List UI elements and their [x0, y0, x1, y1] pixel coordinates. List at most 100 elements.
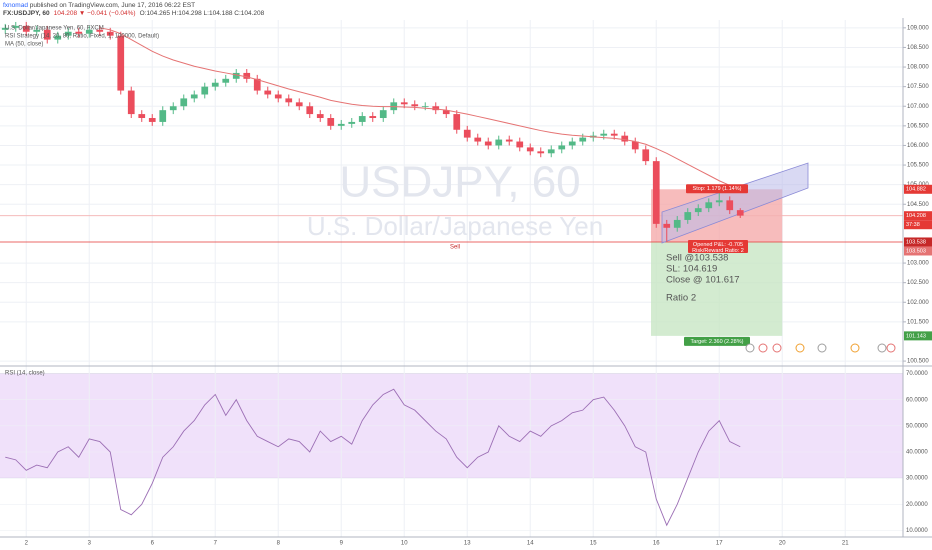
candle-body — [232, 72, 240, 79]
candle-body — [1, 27, 9, 30]
candle-body — [316, 114, 324, 119]
position-label-box — [688, 239, 748, 253]
event-icon — [850, 343, 860, 353]
candle-body — [201, 86, 209, 95]
ma-legend: MA (50, close) — [5, 42, 43, 48]
candle-body — [495, 139, 503, 146]
y-tick-label: 109.000 — [907, 25, 929, 31]
symbol-line: FX:USDJPY, 60 104.208 ▼ −0.041 (−0.04%) O:… — [3, 10, 265, 17]
position-label: Stop: 1.179 (1.14%) — [693, 186, 742, 192]
candle-body — [337, 123, 345, 126]
event-icon — [795, 343, 805, 353]
position-note: Sell @103.538 — [666, 253, 728, 264]
candle-body — [243, 72, 251, 79]
candle-body — [106, 31, 114, 36]
candle-body — [694, 208, 702, 213]
x-tick-label: 16 — [653, 541, 660, 547]
chart-title: U.S. Dollar/Japanese Yen, 60, FXCM — [5, 26, 104, 32]
candle-body — [558, 145, 566, 150]
position-note: Ratio 2 — [666, 293, 696, 304]
y-tick-label: 30.0000 — [906, 476, 928, 482]
y-tick-label: 50.0000 — [906, 423, 928, 429]
price-marker-label: 104.208 — [906, 213, 926, 219]
candle-body — [411, 104, 419, 107]
y-tick-label: 105.500 — [907, 163, 929, 169]
grid — [0, 20, 903, 537]
candle-body — [663, 223, 671, 228]
x-tick-label: 3 — [88, 541, 92, 547]
y-tick-label: 101.500 — [907, 319, 929, 325]
event-icon — [758, 343, 768, 353]
position-label-box — [684, 336, 750, 346]
x-tick-label: 21 — [842, 541, 849, 547]
event-icon — [817, 343, 827, 353]
x-tick-label: 2 — [25, 541, 29, 547]
y-tick-label: 107.500 — [907, 84, 929, 90]
y-tick-label: 60.0000 — [906, 397, 928, 403]
watermark: USDJPY, 60 — [339, 158, 580, 207]
candle-body — [138, 114, 146, 119]
candle-body — [705, 202, 713, 209]
candle-body — [169, 106, 177, 111]
candle-body — [610, 133, 618, 136]
candle-body — [547, 149, 555, 154]
price-marker — [904, 237, 932, 247]
candle-body — [474, 137, 482, 142]
publish-line: fxnomad published on TradingView.com, Ju… — [3, 2, 195, 9]
candle-body — [264, 90, 272, 95]
candle-body — [85, 29, 93, 34]
candle-body — [379, 110, 387, 119]
x-tick-label: 13 — [464, 541, 471, 547]
candle-body — [684, 212, 692, 220]
y-tick-label: 108.000 — [907, 65, 929, 71]
published: published on TradingView.com, June 17, 2… — [28, 2, 195, 9]
countdown-box — [904, 220, 932, 230]
candle-body — [516, 141, 524, 148]
y-tick-label: 20.0000 — [906, 502, 928, 508]
candle-body — [148, 118, 156, 122]
candle-body — [127, 90, 135, 115]
marks: Stop: 1.179 (1.14%) Opened P&L: -0.705Ris… — [1, 21, 750, 527]
candle-body — [621, 135, 629, 142]
axes: 2 3 6 7 8 9 10 13 14 15 16 17 20 21 109.000 108.500 108.… — [25, 25, 932, 547]
candle-body — [631, 141, 639, 150]
price-marker-label: 101.143 — [906, 333, 926, 339]
candle-body — [652, 161, 660, 224]
x-tick-label: 20 — [779, 541, 786, 547]
candle-body — [96, 29, 104, 32]
y-tick-label: 100.500 — [907, 359, 929, 365]
price-marker-label: 103.503 — [906, 248, 926, 254]
candle-body — [600, 133, 608, 136]
target-zone — [651, 241, 783, 336]
candle-body — [348, 121, 356, 124]
event-icons — [745, 343, 896, 353]
author: fxnomad — [3, 2, 28, 9]
position-label: Risk/Reward Ratio: 2 — [692, 248, 744, 254]
candle-body — [12, 25, 20, 28]
y-tick-label: 107.000 — [907, 104, 929, 110]
position-label-box — [686, 184, 748, 194]
rsi-line — [5, 388, 741, 527]
candle-body — [33, 29, 41, 32]
candle-body — [736, 210, 744, 216]
candle-body — [568, 141, 576, 146]
candle-body — [442, 110, 450, 115]
candle-body — [190, 94, 198, 99]
candle-body — [579, 137, 587, 142]
position-note: Close @ 101.617 — [666, 275, 740, 286]
level-label: Sell — [450, 245, 460, 251]
price-marker — [904, 184, 932, 194]
x-tick-label: 8 — [277, 541, 281, 547]
price-marker — [904, 331, 932, 341]
candle-body — [54, 35, 62, 40]
candle-body — [715, 200, 723, 203]
candle-body — [673, 219, 681, 228]
channel — [661, 162, 809, 244]
y-tick-label: 102.500 — [907, 280, 929, 286]
candle-body — [327, 118, 335, 126]
event-icon — [772, 343, 782, 353]
strategy-label: RSI Strategy (14, 20, 80, Ratio, Fixed, … — [5, 34, 159, 40]
candle-body — [369, 116, 377, 119]
candle-body — [400, 102, 408, 105]
